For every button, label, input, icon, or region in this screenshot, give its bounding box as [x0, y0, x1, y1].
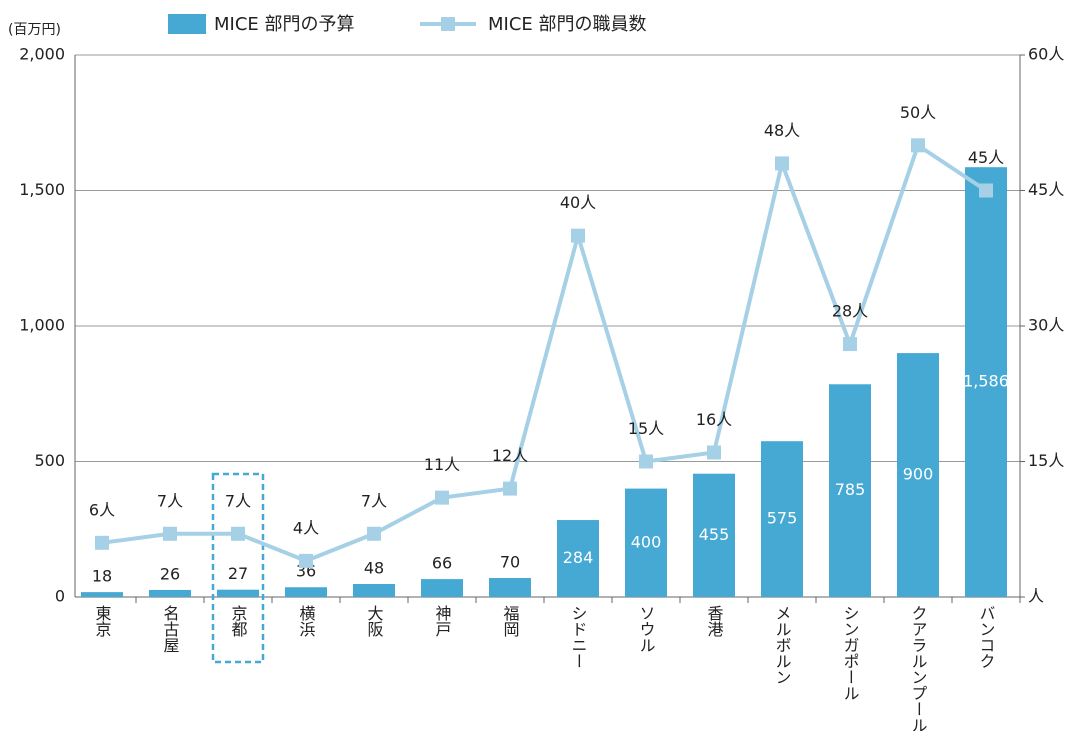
- y-tick-label: 2,000: [19, 45, 65, 64]
- bar: [829, 384, 871, 597]
- line-marker: [231, 526, 245, 541]
- y2-tick-label: 人: [1028, 587, 1044, 606]
- bar: [149, 589, 191, 597]
- line-marker: [299, 553, 313, 568]
- line-marker: [435, 490, 449, 505]
- bar-value-label: 26: [160, 564, 180, 583]
- line-marker: [503, 481, 517, 496]
- x-tick-label: メルボルン: [773, 605, 792, 685]
- bar-value-label: 1,586: [963, 372, 1009, 391]
- line-marker: [571, 228, 585, 243]
- bar: [965, 167, 1007, 597]
- line-value-label: 12人: [492, 446, 528, 465]
- line-value-label: 16人: [696, 410, 732, 429]
- line-value-label: 7人: [361, 491, 387, 510]
- line-value-label: 7人: [157, 491, 183, 510]
- line-value-label: 28人: [832, 302, 868, 321]
- line-value-label: 11人: [424, 455, 460, 474]
- x-tick-label: バンコク: [977, 605, 996, 669]
- line-marker: [367, 526, 381, 541]
- line-value-label: 50人: [900, 103, 936, 122]
- line-marker: [979, 183, 993, 198]
- y-tick-label: 1,500: [19, 180, 65, 199]
- x-tick-label: 名古屋: [161, 605, 180, 653]
- bar-value-label: 900: [903, 465, 934, 484]
- bar: [897, 353, 939, 597]
- x-tick-label: 東京: [93, 605, 112, 638]
- line-marker: [163, 526, 177, 541]
- line-marker: [911, 138, 925, 153]
- line-marker: [775, 156, 789, 171]
- legend-label: MICE 部門の職員数: [488, 14, 647, 35]
- bar-value-label: 575: [767, 509, 798, 528]
- line-value-label: 48人: [764, 121, 800, 140]
- line-marker: [639, 454, 653, 469]
- bar-value-label: 400: [631, 532, 662, 551]
- x-tick-label: シンガポール: [841, 605, 860, 701]
- line-value-label: 7人: [225, 491, 251, 510]
- bar: [557, 520, 599, 597]
- line-value-label: 45人: [968, 148, 1004, 167]
- bar-value-label: 66: [432, 554, 452, 573]
- line-marker: [843, 337, 857, 352]
- bar: [285, 587, 327, 597]
- y2-tick-label: 45人: [1028, 180, 1064, 199]
- bar: [625, 488, 667, 597]
- legend-swatch: [168, 14, 206, 34]
- bar-value-label: 27: [228, 564, 248, 583]
- unit-label: (百万円): [8, 22, 61, 38]
- bar: [353, 583, 395, 597]
- bar: [81, 592, 123, 597]
- bar-value-label: 70: [500, 553, 520, 572]
- bar-value-label: 284: [563, 548, 594, 567]
- bar-value-label: 18: [92, 567, 112, 586]
- line-marker: [95, 535, 109, 550]
- bar: [217, 589, 259, 597]
- line-value-label: 4人: [293, 518, 319, 537]
- line-value-label: 6人: [89, 500, 115, 519]
- x-tick-label: ソウル: [637, 605, 656, 653]
- y-tick-label: 500: [34, 451, 65, 470]
- x-tick-label: シドニー: [569, 605, 588, 669]
- y2-tick-label: 60人: [1028, 45, 1064, 64]
- bar-value-label: 48: [364, 558, 384, 577]
- line-value-label: 40人: [560, 193, 596, 212]
- x-tick-label: 横浜: [297, 605, 316, 637]
- x-tick-label: クアラルンプール: [909, 605, 928, 731]
- highlight-box: [211, 472, 265, 664]
- y-tick-label: 1,000: [19, 316, 65, 335]
- line: [101, 142, 988, 564]
- bar: [693, 473, 735, 597]
- x-tick-label: 福岡: [501, 605, 520, 638]
- bar-value-label: 785: [835, 480, 866, 499]
- line-value-label: 15人: [628, 419, 664, 438]
- legend-label: MICE 部門の予算: [214, 14, 355, 35]
- line-marker: [707, 445, 721, 460]
- x-tick-label: 神戸: [433, 605, 452, 637]
- y2-tick-label: 30人: [1028, 316, 1064, 335]
- bar-value-label: 455: [699, 525, 730, 544]
- y-tick-label: 0: [55, 587, 65, 606]
- legend-swatch: [441, 17, 455, 31]
- bar: [761, 441, 803, 597]
- x-tick-label: 大阪: [365, 605, 384, 637]
- y2-tick-label: 15人: [1028, 451, 1064, 470]
- bar: [489, 578, 531, 597]
- x-tick-label: 京都: [229, 605, 248, 637]
- bar: [421, 579, 463, 597]
- x-tick-label: 香港: [705, 605, 724, 637]
